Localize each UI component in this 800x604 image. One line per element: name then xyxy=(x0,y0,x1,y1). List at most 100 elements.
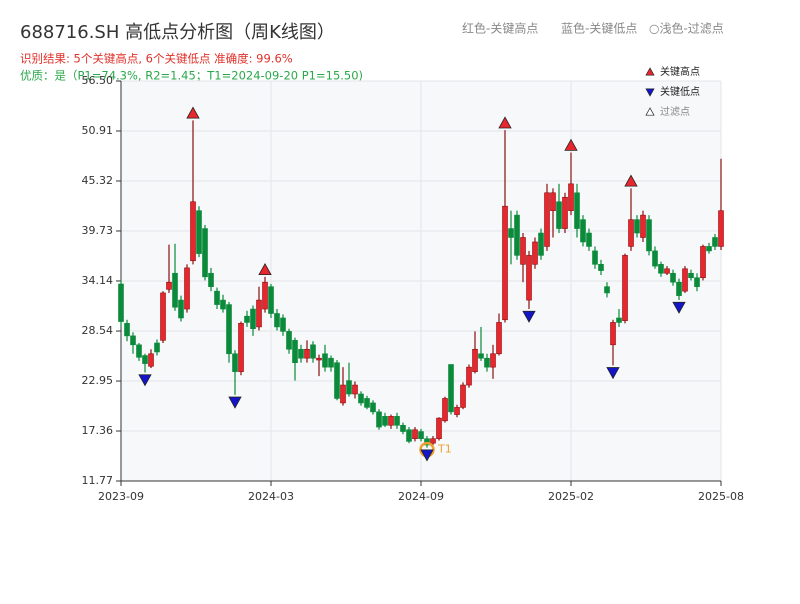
y-tick-label: 56.50 xyxy=(82,74,114,87)
candle-body xyxy=(262,281,268,310)
legend-symbol xyxy=(645,67,655,76)
key-point-marker xyxy=(228,396,242,409)
candle-body xyxy=(196,210,202,254)
candle-body xyxy=(502,205,508,321)
candle-body xyxy=(226,304,232,355)
candle-body xyxy=(178,299,184,319)
key-point-marker xyxy=(138,374,152,387)
candle-body xyxy=(634,219,640,234)
y-tick-label: 50.91 xyxy=(82,124,114,137)
candle-body xyxy=(442,398,448,422)
key-point-marker xyxy=(606,367,620,380)
candle-body xyxy=(670,272,676,283)
candle-body xyxy=(160,292,166,341)
candle-body xyxy=(430,438,436,444)
candle-body xyxy=(292,340,298,363)
legend-symbol xyxy=(645,88,655,97)
key-point-marker xyxy=(672,301,686,314)
candle-body xyxy=(424,438,430,446)
candle-body xyxy=(484,357,490,368)
candle-body xyxy=(400,424,406,432)
y-tick-label: 11.77 xyxy=(82,474,114,487)
candle-body xyxy=(388,416,394,426)
candle-body xyxy=(700,246,706,279)
candle-body xyxy=(316,357,322,361)
candle-body xyxy=(646,219,652,252)
candle-body xyxy=(250,308,256,330)
candle-body xyxy=(238,323,244,372)
key-point-marker xyxy=(186,106,200,119)
top-legend: 红色-关键高点 xyxy=(462,21,538,36)
candle-body xyxy=(166,281,172,290)
candle-body xyxy=(580,219,586,243)
candle-body xyxy=(568,183,574,211)
candle-body xyxy=(532,241,538,265)
candle-body xyxy=(232,353,238,372)
candle-body xyxy=(664,268,670,274)
candle-body xyxy=(622,255,628,321)
annotation-label: T1 xyxy=(437,443,452,456)
legend-label: 关键低点 xyxy=(660,85,700,98)
candle-body xyxy=(364,398,370,408)
candle-body xyxy=(508,228,514,238)
candle-body xyxy=(496,322,502,355)
y-tick-label: 22.95 xyxy=(82,374,114,387)
key-point-marker xyxy=(522,310,536,323)
candle-body xyxy=(640,214,646,238)
y-tick-label: 28.54 xyxy=(82,324,114,337)
candle-body xyxy=(172,272,178,308)
y-tick-label: 17.36 xyxy=(82,424,114,437)
candle-body xyxy=(682,268,688,292)
candle-body xyxy=(244,315,250,323)
key-point-marker xyxy=(420,449,434,462)
candle-body xyxy=(544,192,550,247)
subtitle: 识别结果: 5个关键高点, 6个关键低点 准确度: 99.6% xyxy=(20,52,293,66)
candle-body xyxy=(712,237,718,247)
candle-body xyxy=(286,331,292,350)
candle-body xyxy=(436,417,442,440)
top-legend: ○浅色-过滤点 xyxy=(649,22,724,36)
candle-body xyxy=(214,290,220,305)
candle-body xyxy=(574,192,580,229)
candle-body xyxy=(454,407,460,415)
legend-label: 过滤点 xyxy=(660,105,690,118)
candle-body xyxy=(256,299,262,328)
candle-body xyxy=(472,348,478,372)
candle-body xyxy=(550,192,556,211)
candle-body xyxy=(202,228,208,278)
candle-body xyxy=(658,264,664,274)
candle-body xyxy=(520,237,526,265)
candle-body xyxy=(142,355,148,364)
candle-body xyxy=(610,322,616,346)
candle-body xyxy=(328,357,334,368)
x-tick-label: 2023-09 xyxy=(98,490,144,503)
candle-body xyxy=(334,362,340,399)
candle-body xyxy=(280,317,286,332)
candle-body xyxy=(478,353,484,359)
candle-body xyxy=(370,402,376,413)
x-tick-label: 2025-02 xyxy=(548,490,594,503)
quality-note: 优质：是（P1=74.3%, R2=1.45；T1=2024-09-20 P1=… xyxy=(20,69,363,83)
candle-body xyxy=(460,384,466,408)
candle-body xyxy=(268,286,274,314)
candle-body xyxy=(412,429,418,440)
x-tick-label: 2024-09 xyxy=(398,490,444,503)
candle-body xyxy=(604,286,610,294)
candle-body xyxy=(340,384,346,404)
candle-body xyxy=(382,416,388,426)
candle-body xyxy=(394,416,400,426)
candle-body xyxy=(130,335,136,346)
candle-body xyxy=(304,348,310,359)
candle-body xyxy=(526,255,532,301)
candle-body xyxy=(358,393,364,404)
y-tick-label: 45.32 xyxy=(82,174,114,187)
candle-body xyxy=(694,277,700,287)
candle-body xyxy=(490,353,496,368)
candle-body xyxy=(592,250,598,265)
y-tick-label: 34.14 xyxy=(82,274,114,287)
legend-symbol xyxy=(645,107,655,116)
candle-body xyxy=(406,429,412,442)
key-point-marker xyxy=(258,263,272,276)
candle-body xyxy=(346,380,352,395)
